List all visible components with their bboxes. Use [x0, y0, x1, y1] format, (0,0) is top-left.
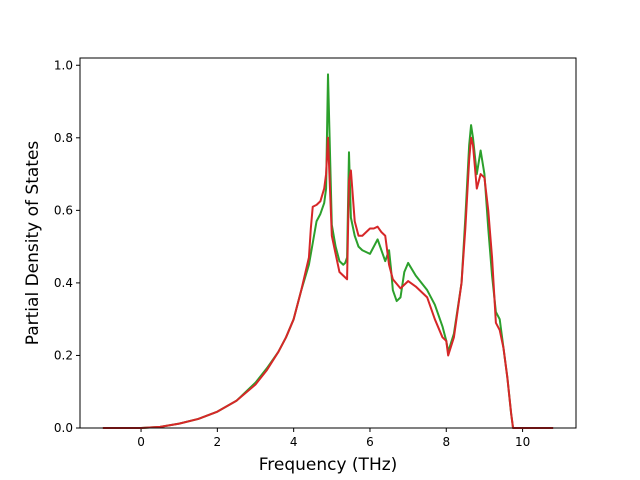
series-lines: [102, 73, 554, 429]
x-tick-label: 10: [515, 435, 530, 449]
y-tick-label: 0.6: [54, 203, 73, 217]
x-tick-label: 2: [214, 435, 222, 449]
x-tick-label: 4: [290, 435, 298, 449]
x-tick-label: 0: [137, 435, 145, 449]
x-tick-label: 8: [442, 435, 450, 449]
y-tick-label: 1.0: [54, 58, 73, 72]
y-axis-ticks: 0.0 0.2 0.4 0.6 0.8 1.0: [54, 58, 80, 435]
y-tick-label: 0.8: [54, 131, 73, 145]
series-line-2: [102, 136, 554, 429]
x-tick-label: 6: [366, 435, 374, 449]
x-axis-ticks: 0 2 4 6 8 10: [137, 428, 530, 449]
y-tick-label: 0.0: [54, 421, 73, 435]
x-axis-title: Frequency (THz): [259, 455, 398, 475]
y-tick-label: 0.2: [54, 348, 73, 362]
y-axis-title: Partial Density of States: [23, 141, 43, 346]
y-tick-label: 0.4: [54, 276, 73, 290]
plot-area-frame: [79, 57, 577, 429]
